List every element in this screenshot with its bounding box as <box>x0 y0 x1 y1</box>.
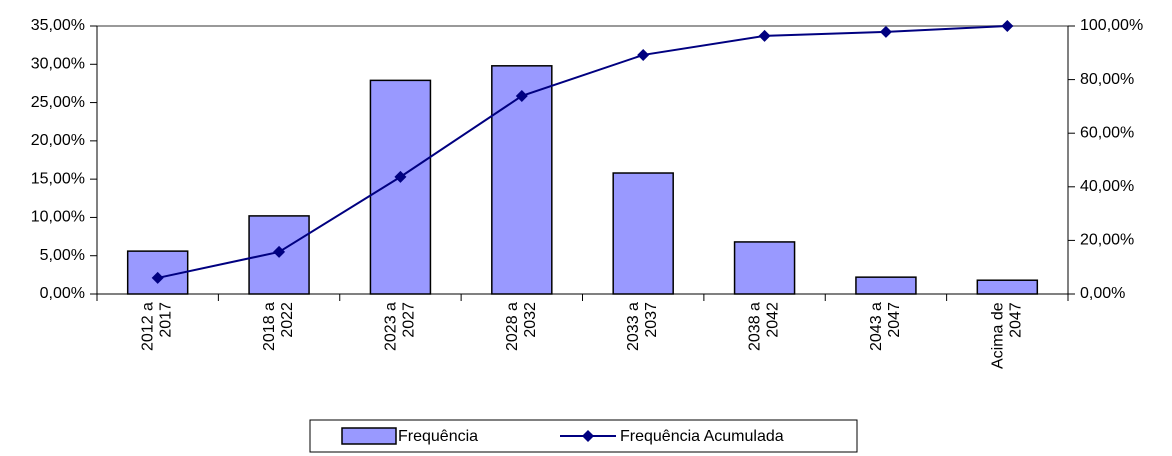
y-tick-label: 10,00% <box>31 209 85 226</box>
y-tick-label: 5,00% <box>40 247 85 264</box>
marker <box>637 48 650 61</box>
y-tick-label: 20,00% <box>31 132 85 149</box>
marker <box>515 89 528 102</box>
y2-tick-label: 60,00% <box>1080 124 1134 141</box>
marker <box>273 245 286 258</box>
x-tick-label: 2043 a 2047 <box>867 302 903 351</box>
x-tick-label: 2023 a 2027 <box>382 302 418 351</box>
legend-label: Frequência <box>398 428 478 445</box>
x-tick-label: 2028 a 2032 <box>503 302 539 351</box>
legend-marker <box>582 430 594 442</box>
marker <box>1001 20 1014 32</box>
line <box>157 25 1008 279</box>
y2-tick-label: 100,00% <box>1080 17 1143 34</box>
y2-tick-label: 40,00% <box>1080 178 1134 195</box>
y2-tick-label: 80,00% <box>1080 71 1134 88</box>
y-tick-label: 25,00% <box>31 94 85 111</box>
legend-swatch <box>341 427 397 445</box>
y-tick-label: 30,00% <box>31 56 85 73</box>
y2-tick-label: 0,00% <box>1080 285 1125 302</box>
bar <box>491 65 553 295</box>
x-tick-label: 2012 a 2017 <box>139 302 175 351</box>
legend-label: Frequência Acumulada <box>620 428 784 445</box>
y-tick-label: 35,00% <box>31 17 85 34</box>
bar <box>733 241 796 295</box>
y-tick-label: 15,00% <box>31 170 85 187</box>
marker <box>879 25 892 38</box>
x-tick-label: 2018 a 2022 <box>261 302 297 351</box>
x-tick-label: Acima de 2047 <box>989 302 1025 369</box>
marker <box>151 271 164 284</box>
x-tick-label: 2033 a 2037 <box>625 302 661 351</box>
bar <box>612 172 674 295</box>
bar <box>976 279 1039 295</box>
marker <box>394 170 407 183</box>
bar <box>855 276 917 295</box>
marker <box>758 29 771 42</box>
x-tick-label: 2038 a 2042 <box>746 302 782 351</box>
y-tick-label: 0,00% <box>40 285 85 302</box>
bar <box>369 79 432 295</box>
y2-tick-label: 20,00% <box>1080 232 1134 249</box>
